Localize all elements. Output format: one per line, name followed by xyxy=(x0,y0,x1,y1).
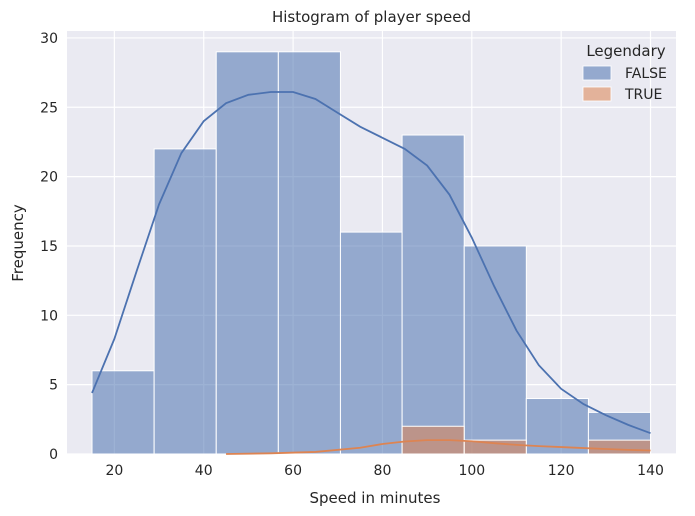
y-tick-label: 30 xyxy=(40,31,58,47)
kde-line-false xyxy=(91,91,651,435)
legend-swatch-true xyxy=(582,86,612,102)
y-tick-label: 25 xyxy=(40,100,58,116)
x-tick-label: 40 xyxy=(195,463,213,479)
legend-label-true: TRUE xyxy=(624,87,662,103)
x-tick-label: 140 xyxy=(637,463,664,479)
x-tick-label: 80 xyxy=(374,463,392,479)
x-tick-label: 120 xyxy=(548,463,575,479)
bar-false-0 xyxy=(91,370,155,455)
tick-labels: 20 40 60 80 100 120 140 0 5 10 15 20 25 30 xyxy=(40,31,664,479)
y-tick-label: 10 xyxy=(40,308,58,324)
bar-true-8 xyxy=(587,439,652,455)
bar-false-3 xyxy=(277,51,341,455)
bar-false-5 xyxy=(401,134,465,455)
bar-false-4 xyxy=(339,231,403,455)
y-tick-label: 15 xyxy=(40,239,58,255)
x-axis-title: Speed in minutes xyxy=(310,489,441,507)
x-tick-label: 60 xyxy=(284,463,302,479)
bar-false-1 xyxy=(153,148,217,455)
legend: Legendary FALSE TRUE xyxy=(582,42,667,103)
legend-title: Legendary xyxy=(586,42,665,60)
y-axis-title: Frequency xyxy=(9,204,27,282)
bar-false-2 xyxy=(215,51,279,455)
y-tick-label: 20 xyxy=(40,170,58,186)
bar-false-6 xyxy=(463,245,527,455)
bar-false-7 xyxy=(525,398,589,455)
y-tick-label: 0 xyxy=(49,447,58,463)
kde-line-true xyxy=(226,439,651,455)
kde-curves xyxy=(91,91,651,455)
x-tick-label: 20 xyxy=(105,463,123,479)
y-tick-label: 5 xyxy=(49,378,58,394)
legend-items: FALSE TRUE xyxy=(582,65,667,103)
x-tick-label: 100 xyxy=(458,463,485,479)
legend-swatch-false xyxy=(582,65,612,81)
chart-title: Histogram of player speed xyxy=(272,8,471,26)
histogram-bars xyxy=(91,51,652,455)
legend-label-false: FALSE xyxy=(625,66,667,82)
